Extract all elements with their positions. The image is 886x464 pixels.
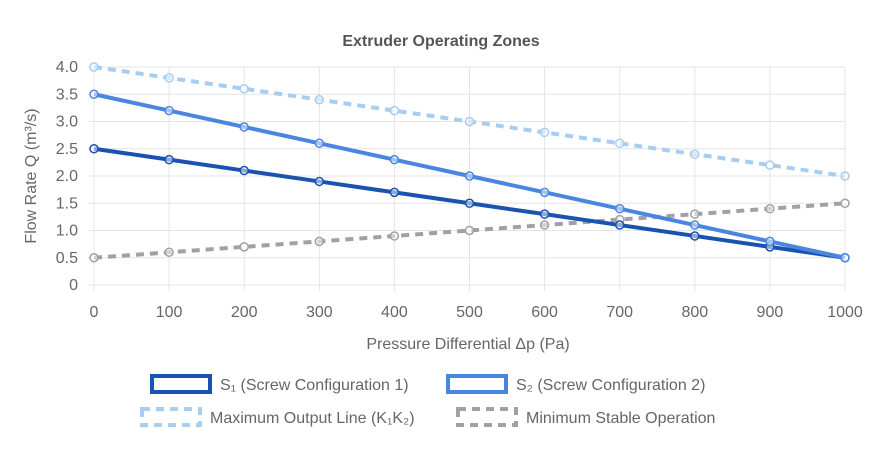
- data-point: [539, 220, 550, 230]
- y-tick-label: 0: [69, 277, 78, 294]
- data-point: [690, 231, 700, 241]
- data-point: [89, 253, 99, 263]
- x-tick-label: 500: [456, 304, 483, 321]
- legend-label: Minimum Stable Operation: [526, 410, 715, 427]
- legend-item-4: Minimum Stable Operation: [456, 407, 715, 427]
- legend-swatch: [140, 407, 202, 427]
- data-point: [164, 247, 174, 258]
- x-tick-label: 200: [231, 304, 258, 321]
- y-axis-label: Flow Rate Q (m³/s): [23, 108, 40, 243]
- x-tick-label: 600: [531, 304, 558, 321]
- data-point: [314, 236, 325, 247]
- series-4: [89, 198, 850, 263]
- data-point: [614, 138, 625, 149]
- y-tick-label: 2.5: [56, 141, 78, 158]
- data-point: [464, 198, 475, 208]
- y-tick-label: 0.5: [56, 250, 78, 267]
- legend-label: S₂ (Screw Configuration 2): [516, 377, 705, 394]
- legend-swatch: [150, 374, 212, 394]
- legend-item-1: S₁ (Screw Configuration 1): [150, 374, 409, 394]
- data-point: [690, 149, 700, 159]
- x-tick-label: 0: [90, 304, 99, 321]
- data-point: [164, 105, 174, 116]
- series-3: [89, 62, 850, 181]
- x-tick-label: 800: [681, 304, 708, 321]
- data-point: [464, 171, 475, 181]
- data-point: [314, 138, 325, 149]
- x-tick-label: 300: [306, 304, 333, 321]
- x-tick-label: 700: [606, 304, 633, 321]
- data-point: [89, 62, 99, 72]
- x-tick-labels: 0 100 200 300 400 500 600 700 800 900 1000: [90, 304, 863, 321]
- data-point: [239, 122, 249, 132]
- data-point: [89, 89, 99, 99]
- data-point: [539, 209, 550, 219]
- y-tick-label: 3.5: [56, 86, 78, 103]
- y-tick-label: 2.0: [56, 168, 78, 185]
- data-point: [765, 203, 775, 214]
- data-point: [765, 160, 775, 170]
- legend: S₁ (Screw Configuration 1) S₂ (Screw Conf…: [140, 374, 715, 427]
- y-tick-labels: 0 0.5 1.0 1.5 2.0 2.5 3.0 3.5 4.0: [56, 59, 78, 294]
- data-point: [539, 187, 550, 198]
- legend-item-3: Maximum Output Line (K₁K₂): [140, 407, 415, 427]
- legend-item-2: S₂ (Screw Configuration 2): [446, 374, 705, 394]
- data-point: [239, 242, 249, 252]
- legend-label: Maximum Output Line (K₁K₂): [210, 410, 415, 427]
- data-point: [840, 171, 850, 181]
- data-point: [314, 176, 325, 187]
- x-tick-label: 900: [757, 304, 784, 321]
- data-point: [89, 144, 99, 154]
- data-point: [239, 165, 249, 176]
- data-point: [164, 154, 174, 165]
- data-point: [614, 203, 625, 214]
- x-tick-label: 400: [381, 304, 408, 321]
- legend-swatch: [446, 374, 508, 394]
- data-point: [164, 73, 174, 83]
- y-tick-label: 3.0: [56, 114, 78, 131]
- x-axis-label: Pressure Differential Δp (Pa): [366, 336, 569, 353]
- data-point: [840, 198, 850, 208]
- data-point: [840, 253, 850, 263]
- y-tick-label: 4.0: [56, 59, 78, 76]
- data-point: [464, 116, 475, 127]
- data-point: [239, 84, 249, 94]
- series-2: [89, 89, 850, 263]
- y-tick-label: 1.0: [56, 223, 78, 240]
- data-point: [690, 220, 700, 230]
- data-point: [389, 231, 400, 241]
- x-tick-label: 1000: [827, 304, 863, 321]
- data-point: [314, 94, 325, 105]
- y-tick-label: 1.5: [56, 195, 78, 212]
- data-point: [389, 187, 400, 198]
- data-point: [539, 127, 550, 138]
- legend-label: S₁ (Screw Configuration 1): [220, 377, 409, 394]
- data-point: [389, 105, 400, 116]
- data-point: [464, 225, 475, 236]
- data-point: [389, 154, 400, 165]
- data-point: [614, 220, 625, 230]
- series-group: [89, 62, 850, 263]
- chart-title: Extruder Operating Zones: [342, 33, 539, 50]
- legend-swatch: [456, 407, 518, 427]
- data-point: [690, 209, 700, 219]
- data-point: [765, 236, 775, 247]
- x-tick-label: 100: [156, 304, 183, 321]
